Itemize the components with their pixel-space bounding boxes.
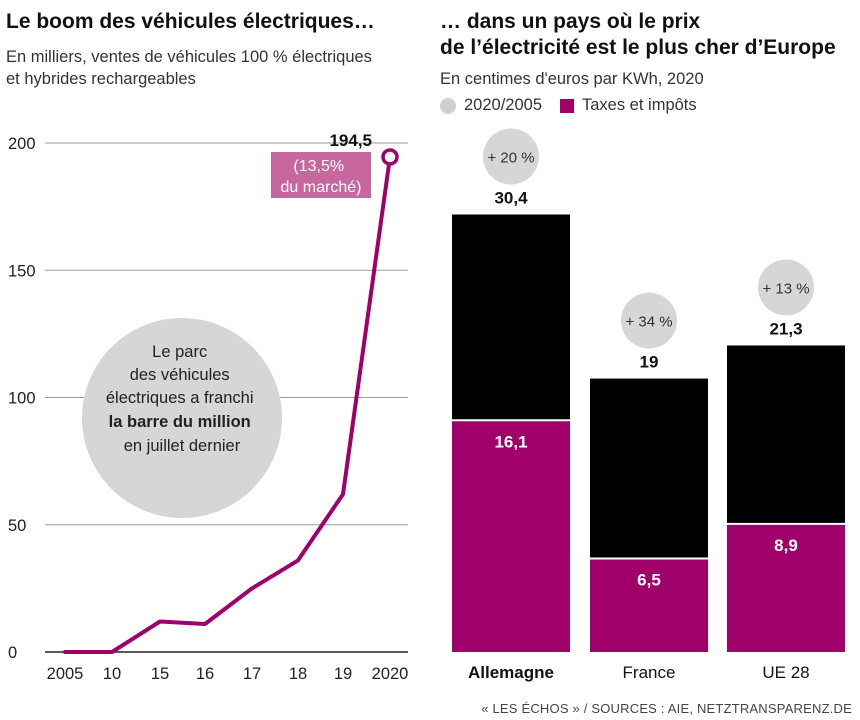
right-chart-title-2: de l’électricité est le plus cher d’Euro… (440, 36, 836, 59)
category-label: France (623, 663, 676, 682)
svg-text:(13,5% du marché): (13,5% du marché) (281, 158, 362, 196)
legend-growth-swatch (440, 97, 456, 114)
x-tick-label: 16 (196, 665, 214, 683)
x-tick-label: 18 (289, 665, 307, 683)
y-tick-label: 100 (8, 390, 36, 408)
total-value-label: 21,3 (769, 319, 802, 338)
line-chart: 0 50 100 150 200 2005 10 15 16 17 18 19 2020 Le par… (8, 131, 409, 683)
last-point-value: 194,5 (329, 131, 372, 150)
tax-value-label: 8,9 (774, 536, 798, 555)
bubble-line: électriques a franchi (106, 389, 254, 407)
bubble-bold-line: la barre du million (109, 413, 251, 431)
x-tick-label: 19 (334, 665, 352, 683)
bubble-line: Le parc (152, 343, 207, 361)
x-tick-label: 2005 (47, 665, 84, 683)
total-value-label: 30,4 (494, 189, 528, 208)
x-tick-label: 17 (243, 665, 261, 683)
category-label: Allemagne (468, 663, 554, 682)
bar-chart: 16,1 30,4 + 20 % Allemagne 6,5 19 + 34 % France… (452, 128, 845, 682)
bar-other-segment (727, 345, 845, 524)
x-tick-label: 15 (151, 665, 169, 683)
y-tick-label: 50 (8, 517, 26, 535)
growth-label: + 13 % (762, 280, 809, 297)
sales-line (63, 155, 392, 654)
growth-bubble (621, 292, 677, 349)
legend-tax-label: Taxes et impôts (582, 96, 697, 114)
market-share-callout (271, 152, 371, 198)
tax-value-label: 6,5 (637, 570, 661, 589)
left-chart-subtitle-2: et hybrides rechargeables (6, 70, 196, 88)
y-tick-label: 0 (8, 644, 17, 662)
legend-growth-label: 2020/2005 (464, 96, 542, 114)
bar-other-segment (452, 214, 570, 421)
x-tick-label: 10 (103, 665, 121, 683)
left-chart-title: Le boom des véhicules électriques… (6, 10, 375, 33)
right-chart-title-1: … dans un pays où le prix (440, 10, 701, 33)
info-bubble (82, 318, 282, 518)
bubble-line: des véhicules (130, 366, 230, 384)
bubble-line: en juillet dernier (124, 437, 241, 455)
left-chart-subtitle-1: En milliers, ventes de véhicules 100 % é… (6, 48, 372, 66)
growth-bubble (483, 128, 539, 185)
tax-value-label: 16,1 (494, 432, 527, 451)
source-note: « LES ÉCHOS » / SOURCES : AIE, NETZTRANS… (481, 701, 852, 716)
growth-bubble (758, 259, 814, 316)
y-tick-label: 150 (8, 262, 36, 280)
category-label: UE 28 (762, 663, 809, 682)
bar-tax-segment (590, 558, 708, 652)
growth-label: + 34 % (625, 314, 672, 331)
last-point-marker (381, 148, 399, 166)
bar-other-segment (590, 378, 708, 559)
bar-tax-segment (452, 420, 570, 652)
svg-text:Le parc des véhicules: Le parc des véhicules électriques a fran… (106, 343, 258, 455)
legend-tax-swatch (560, 98, 574, 113)
right-chart-subtitle: En centimes d'euros par KWh, 2020 (440, 70, 704, 88)
y-tick-label: 200 (8, 135, 36, 153)
growth-label: + 20 % (487, 150, 534, 167)
market-share-line-1: (13,5% (293, 158, 344, 175)
total-value-label: 19 (640, 353, 659, 372)
bar-tax-segment (727, 523, 845, 652)
market-share-line-2: du marché) (281, 179, 362, 196)
x-tick-label: 2020 (372, 665, 409, 683)
legend: 2020/2005 Taxes et impôts (440, 96, 697, 115)
